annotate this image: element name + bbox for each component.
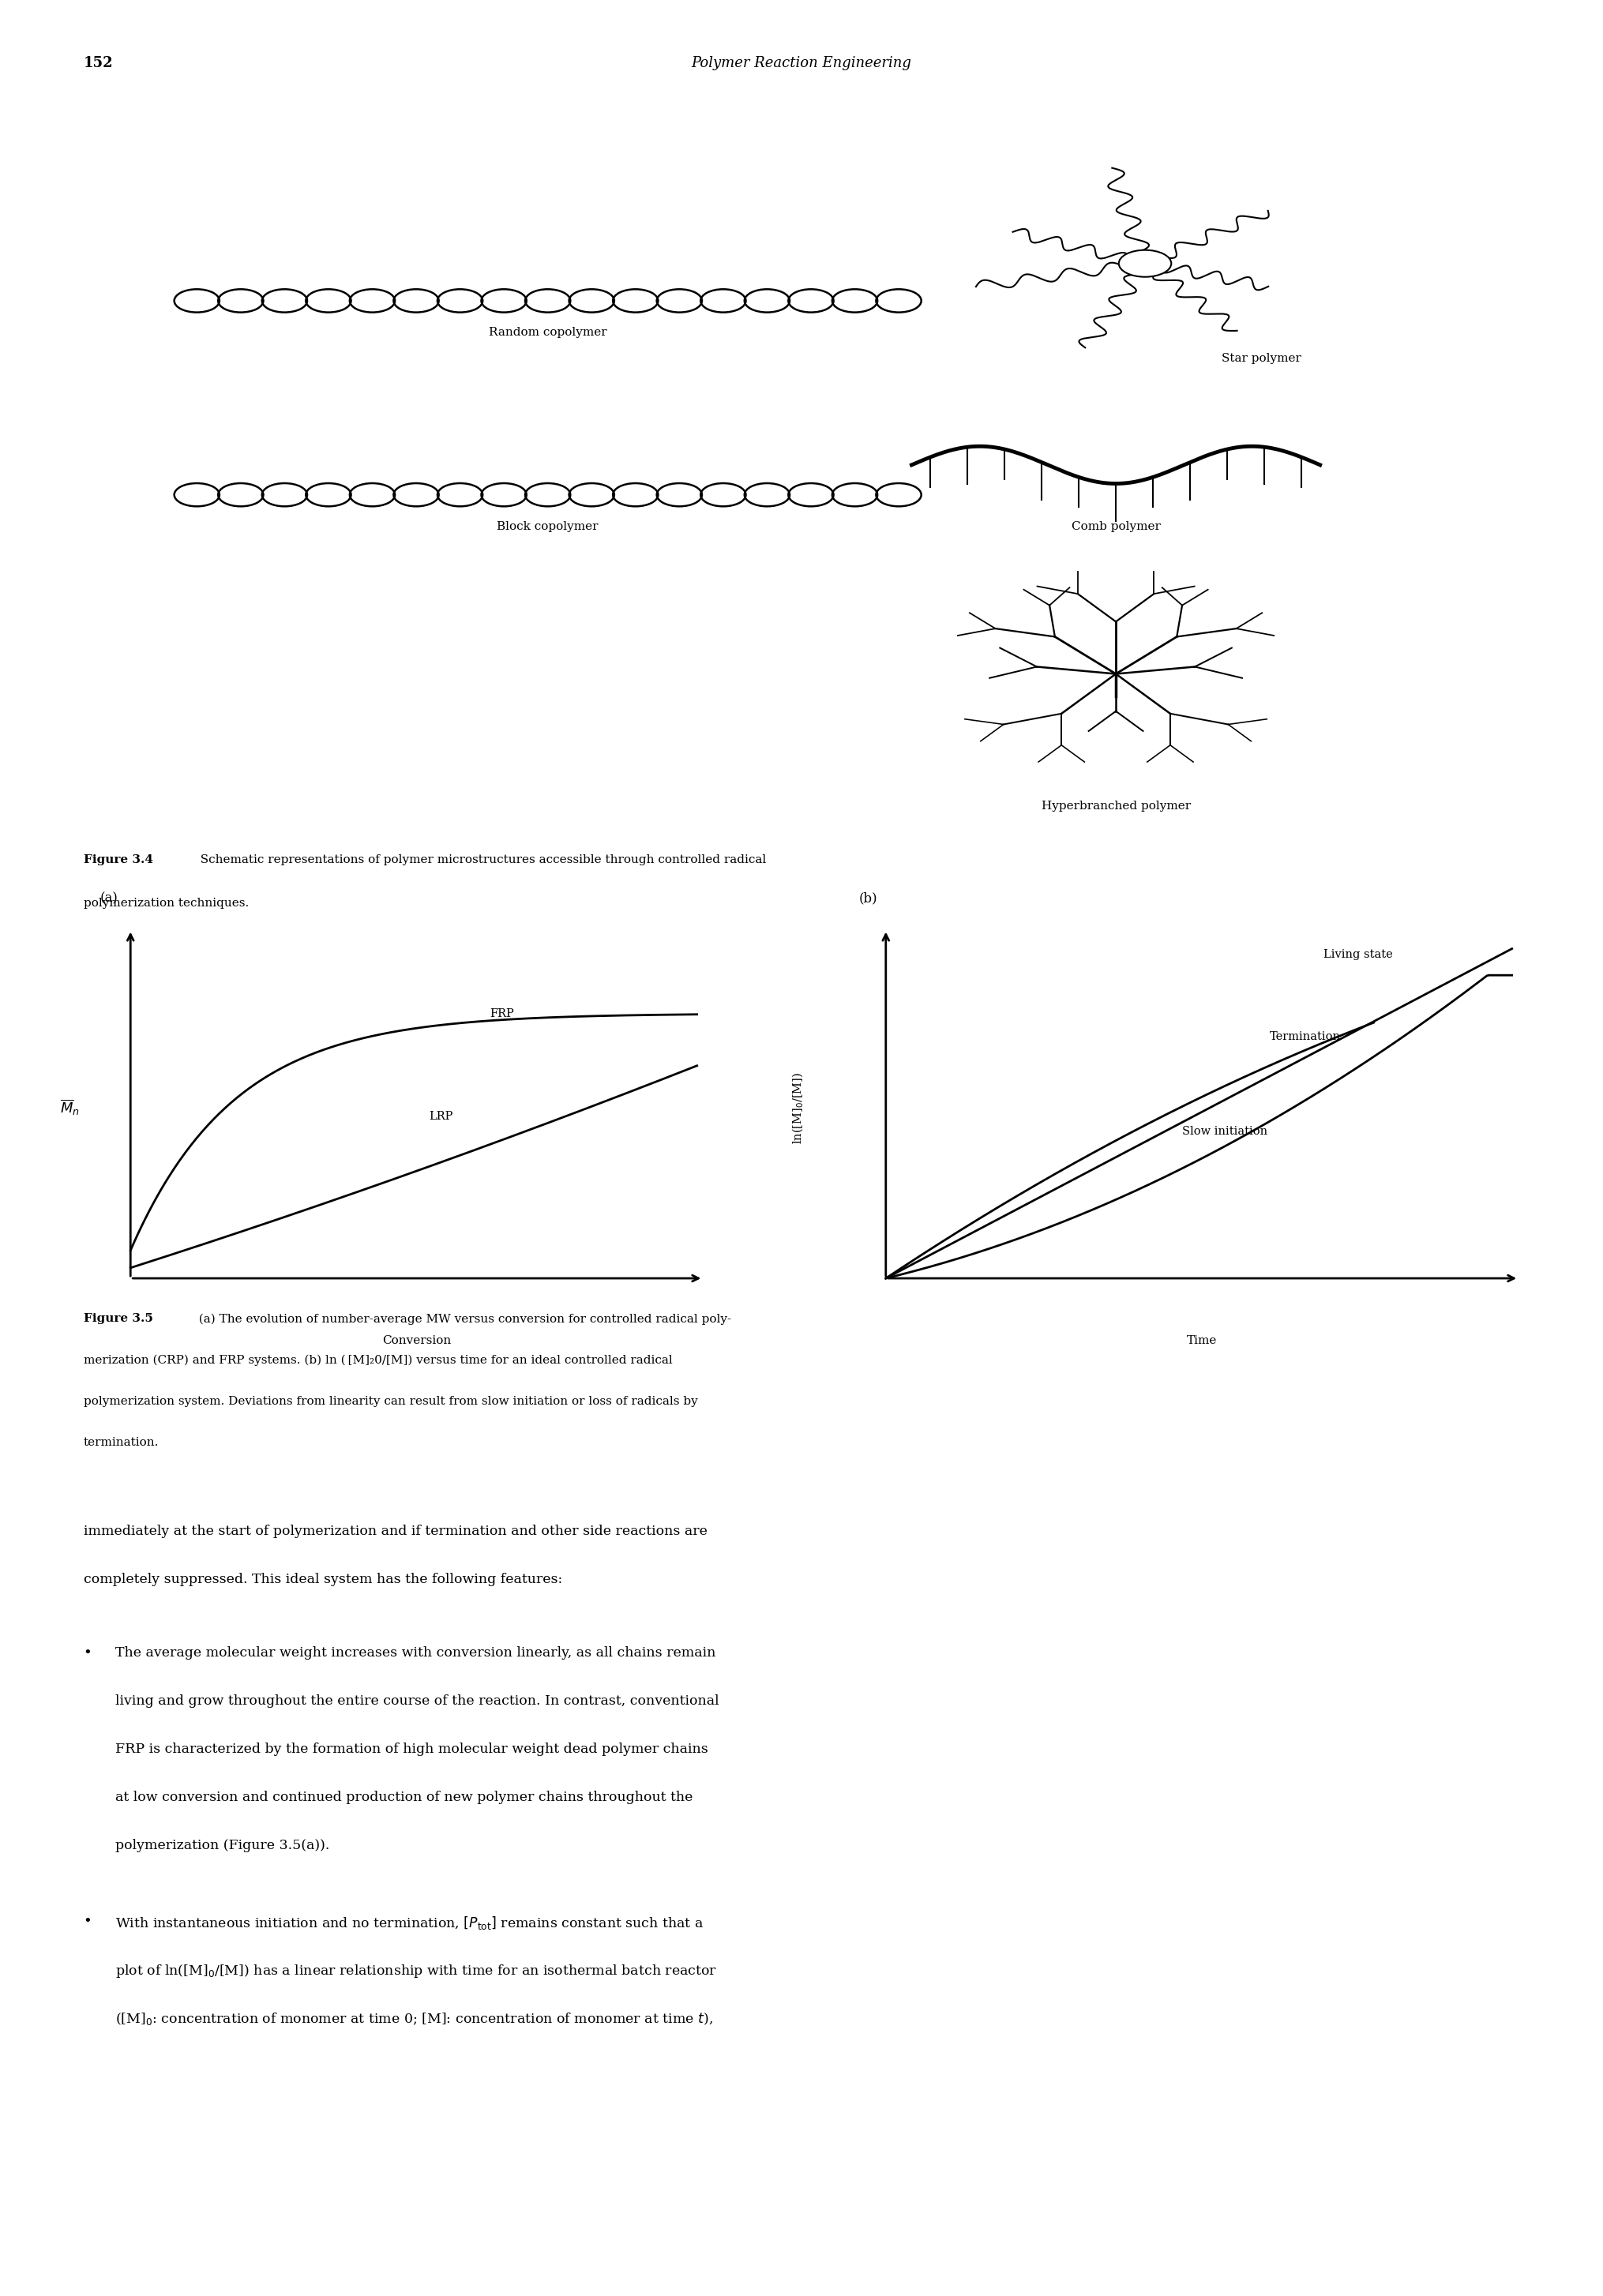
Text: (b): (b)	[859, 891, 877, 905]
Text: (a): (a)	[99, 891, 119, 905]
Text: •: •	[83, 1646, 91, 1660]
Text: Schematic representations of polymer microstructures accessible through controll: Schematic representations of polymer mic…	[192, 854, 766, 866]
Text: Living state: Living state	[1324, 948, 1393, 960]
Text: Comb polymer: Comb polymer	[1071, 521, 1161, 533]
Text: FRP: FRP	[491, 1008, 515, 1019]
Text: 152: 152	[83, 55, 114, 71]
Text: FRP is characterized by the formation of high molecular weight dead polymer chai: FRP is characterized by the formation of…	[115, 1743, 709, 1756]
Text: merization (CRP) and FRP systems. (b) ln ( [M]₂0/[M]) versus time for an ideal c: merization (CRP) and FRP systems. (b) ln…	[83, 1355, 672, 1366]
Text: Figure 3.4: Figure 3.4	[83, 854, 152, 866]
Text: completely suppressed. This ideal system has the following features:: completely suppressed. This ideal system…	[83, 1573, 563, 1587]
Text: Slow initiation: Slow initiation	[1181, 1125, 1268, 1137]
Text: Block copolymer: Block copolymer	[497, 521, 598, 533]
Text: Random copolymer: Random copolymer	[489, 326, 608, 338]
Text: Figure 3.5: Figure 3.5	[83, 1313, 152, 1325]
Text: $\overline{M}_n$: $\overline{M}_n$	[59, 1097, 80, 1118]
Text: (a) The evolution of number-average MW versus conversion for controlled radical : (a) The evolution of number-average MW v…	[191, 1313, 731, 1325]
Text: termination.: termination.	[83, 1437, 159, 1449]
Text: living and grow throughout the entire course of the reaction. In contrast, conve: living and grow throughout the entire co…	[115, 1694, 720, 1708]
Text: ln([M]$_0$/[M]): ln([M]$_0$/[M])	[790, 1072, 806, 1143]
Circle shape	[1119, 250, 1172, 278]
Text: The average molecular weight increases with conversion linearly, as all chains r: The average molecular weight increases w…	[115, 1646, 717, 1660]
Text: polymerization (Figure 3.5(a)).: polymerization (Figure 3.5(a)).	[115, 1839, 330, 1853]
Text: immediately at the start of polymerization and if termination and other side rea: immediately at the start of polymerizati…	[83, 1525, 707, 1538]
Text: With instantaneous initiation and no termination, $[P_\mathrm{tot}]$ remains con: With instantaneous initiation and no ter…	[115, 1915, 704, 1931]
Text: Polymer Reaction Engineering: Polymer Reaction Engineering	[691, 55, 912, 71]
Text: at low conversion and continued production of new polymer chains throughout the: at low conversion and continued producti…	[115, 1791, 692, 1805]
Text: plot of ln([M]$_0$/[M]) has a linear relationship with time for an isothermal ba: plot of ln([M]$_0$/[M]) has a linear rel…	[115, 1963, 717, 1979]
Text: LRP: LRP	[430, 1111, 454, 1120]
Text: Conversion: Conversion	[383, 1334, 450, 1345]
Text: ([M]$_0$: concentration of monomer at time 0; [M]: concentration of monomer at t: ([M]$_0$: concentration of monomer at ti…	[115, 2011, 713, 2027]
Text: •: •	[83, 1915, 91, 1929]
Text: Termination: Termination	[1270, 1031, 1340, 1042]
Text: Star polymer: Star polymer	[1221, 354, 1302, 365]
Text: Hyperbranched polymer: Hyperbranched polymer	[1042, 801, 1191, 813]
Text: Time: Time	[1188, 1334, 1217, 1345]
Text: polymerization system. Deviations from linearity can result from slow initiation: polymerization system. Deviations from l…	[83, 1396, 697, 1407]
Text: polymerization techniques.: polymerization techniques.	[83, 898, 248, 909]
